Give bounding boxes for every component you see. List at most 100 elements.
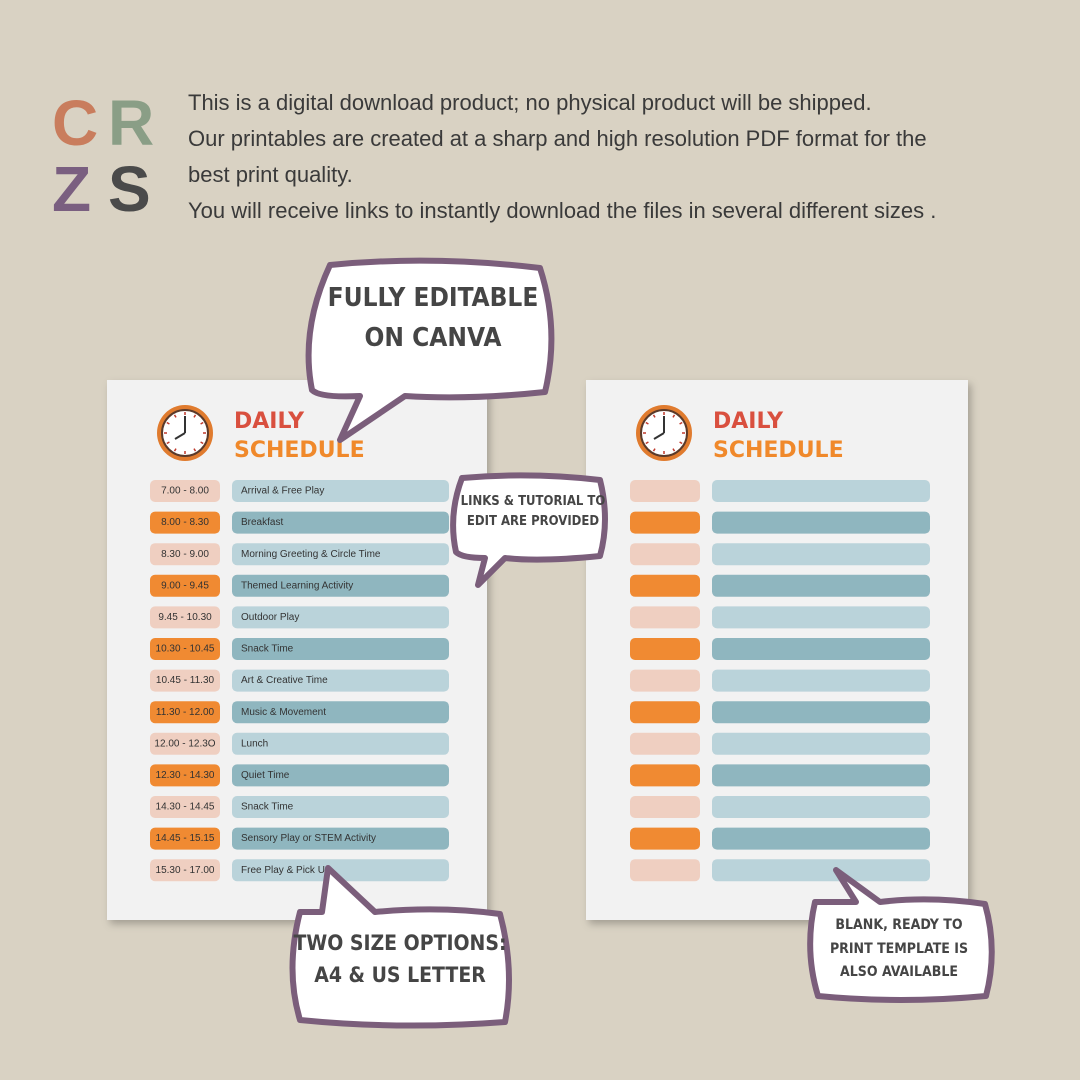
activity-bar <box>712 701 930 724</box>
activity-bar <box>712 827 930 850</box>
time-pill <box>150 859 220 882</box>
time-pill <box>630 480 700 502</box>
logo-letter: R <box>108 87 154 159</box>
callout-text: ON CANVA <box>365 323 502 353</box>
time-pill <box>630 701 700 724</box>
activity-bar <box>712 732 930 755</box>
intro-line: You will receive links to instantly down… <box>188 198 936 223</box>
title: DAILY <box>713 409 784 434</box>
time-pill <box>630 511 700 534</box>
time: 8.00 - 8.30 <box>161 517 209 528</box>
clock-tick <box>166 441 170 445</box>
activity: Arrival & Free Play <box>241 486 324 497</box>
activity-bar <box>712 638 930 660</box>
time-pill <box>630 543 700 566</box>
time: 12.30 - 14.30 <box>156 770 215 781</box>
time: 15.30 - 17.00 <box>156 865 215 876</box>
speech-bubble <box>807 867 995 1003</box>
clock-tick <box>193 448 197 452</box>
time-pill <box>630 638 700 660</box>
clock-tick <box>200 421 204 425</box>
clock-hand <box>174 432 186 440</box>
activity: Sensory Play or STEM Activity <box>241 833 376 844</box>
activity-bar <box>712 764 930 787</box>
activity-bar <box>712 480 930 502</box>
time-pill <box>150 638 220 660</box>
clock-tick <box>173 414 177 418</box>
activity: Free Play & Pick Up <box>241 865 331 876</box>
activity: Art & Creative Time <box>241 675 328 686</box>
time-pill <box>150 480 220 502</box>
activity: Snack Time <box>241 802 294 813</box>
clock-tick <box>645 421 649 425</box>
time-pill <box>630 574 700 597</box>
clock-tick <box>645 441 649 445</box>
speech-bubble <box>305 257 555 443</box>
activity-bar <box>232 543 449 566</box>
intro-line: Our printables are created at a sharp an… <box>188 126 927 151</box>
time: 10.45 - 11.30 <box>156 675 215 686</box>
activity-bar <box>712 574 930 597</box>
activity-bar <box>232 638 449 660</box>
time: 12.00 - 12.3O <box>154 738 215 749</box>
clock-tick <box>679 441 683 445</box>
time-pill <box>150 827 220 850</box>
logo-letter: C <box>52 87 98 159</box>
activity-bar <box>232 701 449 724</box>
time-pill <box>150 511 220 534</box>
time-pill <box>150 543 220 566</box>
time-pill <box>630 796 700 818</box>
time-pill <box>630 859 700 882</box>
activity-bar <box>232 764 449 787</box>
activity-bar <box>712 859 930 882</box>
activity-bar <box>232 669 449 692</box>
callout-text: TWO SIZE OPTIONS: <box>293 931 506 955</box>
time-pill <box>630 764 700 787</box>
time-pill <box>630 669 700 692</box>
time-pill <box>630 827 700 850</box>
callout-text: A4 & US LETTER <box>314 963 486 987</box>
clock-tick <box>672 414 676 418</box>
clock-tick <box>200 441 204 445</box>
clock-tick <box>173 448 177 452</box>
callout-text: EDIT ARE PROVIDED <box>467 514 599 529</box>
clock-tick <box>679 421 683 425</box>
callout-text: LINKS & TUTORIAL TO <box>461 494 606 509</box>
time: 8.30 - 9.00 <box>161 549 209 560</box>
time-pill <box>150 701 220 724</box>
time: 7.00 - 8.00 <box>161 486 209 497</box>
activity: Music & Movement <box>241 707 326 718</box>
speech-bubble <box>289 865 512 1029</box>
clock-tick <box>652 448 656 452</box>
time: 9.00 - 9.45 <box>161 580 209 591</box>
activity-bar <box>232 606 449 629</box>
time: 11.30 - 12.00 <box>156 707 215 718</box>
activity-bar <box>232 511 449 534</box>
intro-line: best print quality. <box>188 162 353 187</box>
clock-hand <box>653 432 665 440</box>
logo-letter: S <box>108 153 151 225</box>
activity: Outdoor Play <box>241 612 299 623</box>
title: SCHEDULE <box>713 438 844 463</box>
clock-tick <box>672 448 676 452</box>
callouts: FULLY EDITABLE ON CANVA LINKS & TUTORIAL T… <box>289 257 995 1029</box>
time-pill <box>630 606 700 629</box>
activity-bar <box>232 480 449 502</box>
activity-bar <box>232 574 449 597</box>
title: DAILY <box>234 409 305 434</box>
activity: Themed Learning Activity <box>241 580 353 591</box>
activity: Quiet Time <box>241 770 290 781</box>
activity-bar <box>712 796 930 818</box>
title: SCHEDULE <box>234 438 365 463</box>
activity-bar <box>712 543 930 566</box>
activity: Morning Greeting & Circle Time <box>241 549 381 560</box>
activity-bar <box>232 859 449 882</box>
callout-text: ALSO AVAILABLE <box>840 964 958 980</box>
time-pill <box>150 732 220 755</box>
callout-text: BLANK, READY TO <box>835 917 962 933</box>
time: 14.45 - 15.15 <box>156 833 215 844</box>
rows: DAILY SCHEDULE 7.00 - 8.00 Arrival & Free P… <box>150 405 930 882</box>
time: 10.30 - 10.45 <box>156 644 215 655</box>
activity: Lunch <box>241 738 268 749</box>
